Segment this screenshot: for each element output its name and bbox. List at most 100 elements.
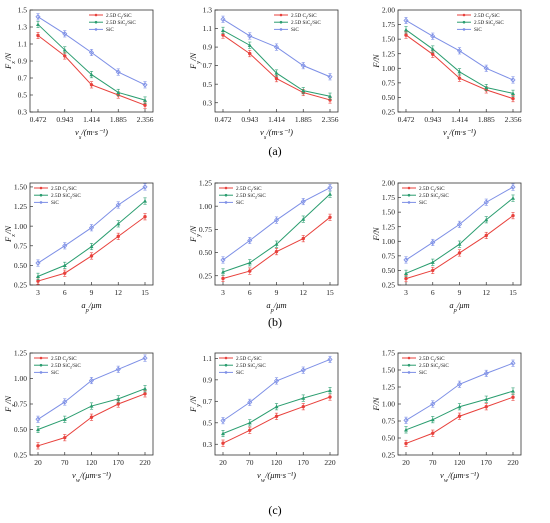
data-point [63,54,67,58]
data-point [88,377,95,384]
chart-panel-b2: 0.250.500.751.001.253 6 9 12 15ap/μmFy/N2.5D… [188,179,339,314]
x-tick-label: 9 [458,288,462,297]
data-point [248,51,252,56]
data-point [484,405,488,409]
legend-label: 2.5D Cf/SiC [236,356,262,363]
data-point [35,14,41,20]
data-point [404,27,408,32]
data-point [247,260,252,265]
legend-label: SiC [419,370,427,376]
y-tick-label: 1.00 [382,400,395,409]
y-tick-label: 0.9 [203,375,213,384]
data-point [430,260,435,264]
y-tick-label: 1.00 [199,202,212,211]
legend-label: 2.5D Cf/SiC [419,186,445,193]
legend-label: 2.5D SiCf/SiC [51,193,81,200]
y-tick-label: 1.00 [382,237,395,246]
data-point [274,76,279,81]
x-axis-label: vs/(m·s⁻¹) [75,127,108,141]
x-tick-label: 3 [36,288,40,297]
data-point [404,427,408,432]
data-point [247,237,253,244]
series-line [37,35,146,106]
data-point [431,268,435,273]
data-point [301,404,305,409]
data-point [221,431,225,436]
y-tick-label: 0.75 [14,400,27,409]
x-tick-label: 6 [248,288,252,297]
x-tick-label: 2.356 [137,115,154,124]
x-tick-label: 15 [326,288,334,297]
y-tick-label: 1.3 [18,23,28,32]
data-point [221,276,225,281]
data-point [143,98,147,102]
data-point [36,22,40,27]
data-point [88,49,95,56]
y-tick-label: 0.50 [14,261,27,270]
data-point [511,91,515,95]
x-tick-label: 3 [221,288,225,297]
x-tick-label: 120 [86,458,98,467]
series-line [222,29,331,97]
data-point [510,360,516,366]
y-axis-label: Fy/N [188,395,202,413]
legend-label: SiC [474,27,482,33]
data-point [328,388,332,393]
x-tick-label: 120 [271,458,283,467]
legend-marker [407,193,411,197]
legend-marker [462,20,466,24]
x-tick-label: 220 [507,458,519,467]
data-point [430,239,436,246]
data-point [247,399,253,406]
x-tick-label: 1.414 [451,115,468,124]
y-tick-label: 0.50 [14,425,27,434]
legend-label: SiC [236,370,244,376]
x-tick-label: 70 [61,458,69,467]
data-point [142,184,148,190]
x-tick-label: 0.472 [215,115,232,124]
y-tick-label: 0.50 [382,434,395,443]
data-point [300,367,306,373]
legend-marker [407,356,411,360]
data-point [457,69,462,74]
x-axis-label: vs/(m·s⁻¹) [443,127,476,141]
legend-marker [39,193,43,197]
legend-label: 2.5D Cf/SiC [419,356,445,363]
y-tick-label: 1.5 [18,6,28,15]
legend-label: 2.5D Cf/SiC [51,356,77,363]
legend-label: 2.5D Cf/SiC [51,186,77,193]
y-tick-label: 1.00 [14,222,27,231]
data-point [404,276,408,281]
y-axis-label: F/N [371,226,381,242]
legend-marker [39,186,43,190]
y-tick-label: 0.7 [203,397,213,406]
x-axis-label: vw/(μm·s⁻¹) [72,470,111,484]
legend-marker [224,371,228,374]
y-tick-label: 0.25 [14,451,27,460]
y-tick-label: 0.75 [199,225,212,234]
x-tick-label: 9 [90,288,94,297]
y-tick-label: 0.3 [18,108,28,117]
data-point [457,251,462,255]
data-point [403,417,409,424]
data-point [88,224,95,231]
y-tick-label: 1.00 [382,64,395,73]
legend-marker [279,28,283,31]
y-tick-label: 1.50 [14,183,27,192]
x-tick-label: 1.414 [83,115,100,124]
y-tick-label: 0.50 [382,266,395,275]
data-point [274,414,279,419]
y-tick-label: 1.50 [382,35,395,44]
series-line [405,197,514,274]
x-tick-label: 9 [275,288,279,297]
legend-marker [94,20,98,24]
data-point [143,392,147,396]
legend-label: SiC [106,27,114,33]
y-tick-label: 1.1 [203,354,213,363]
x-tick-label: 20 [34,458,42,467]
